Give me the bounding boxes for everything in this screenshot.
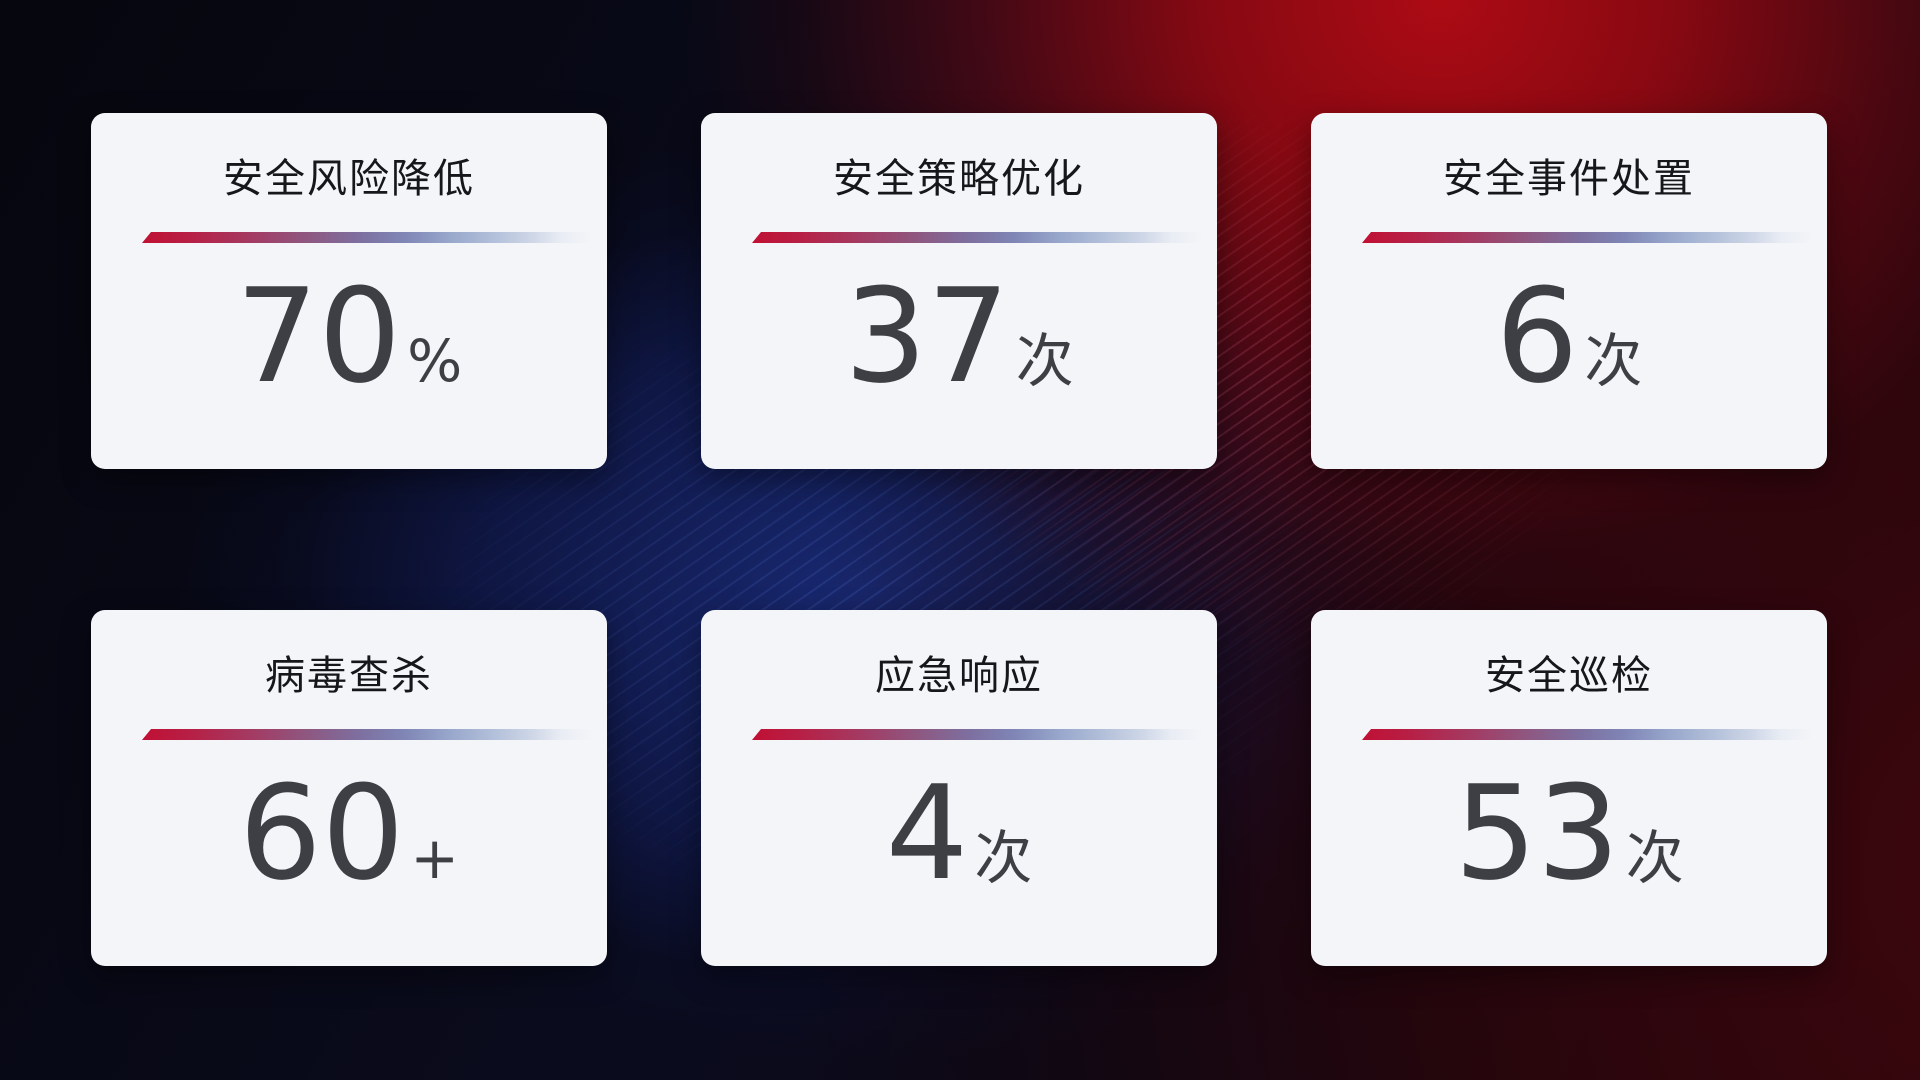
- card-title: 应急响应: [875, 653, 1043, 699]
- card-title: 安全事件处置: [1443, 156, 1695, 202]
- gradient-divider: [142, 232, 593, 243]
- card-value-row: 53 次: [1454, 768, 1683, 898]
- card-title: 安全风险降低: [223, 156, 475, 202]
- card-value: 37: [844, 260, 1010, 412]
- card-value-row: 70 %: [236, 271, 463, 401]
- card-title: 安全巡检: [1485, 653, 1653, 699]
- card-unit: +: [410, 824, 460, 892]
- card-value: 53: [1454, 757, 1620, 909]
- card-unit: 次: [1625, 824, 1684, 892]
- gradient-divider: [1362, 232, 1813, 243]
- card-unit: 次: [1015, 327, 1074, 395]
- stat-card: 安全事件处置 6 次: [1311, 113, 1827, 469]
- gradient-divider: [142, 729, 593, 740]
- card-title: 病毒查杀: [265, 653, 433, 699]
- card-value-row: 6 次: [1496, 271, 1643, 401]
- stat-card: 应急响应 4 次: [701, 610, 1217, 966]
- card-value-row: 4 次: [886, 768, 1033, 898]
- card-value-row: 37 次: [844, 271, 1073, 401]
- gradient-divider: [752, 232, 1203, 243]
- stat-card: 安全巡检 53 次: [1311, 610, 1827, 966]
- card-unit: 次: [974, 824, 1033, 892]
- card-unit: %: [407, 327, 463, 395]
- stat-card: 安全风险降低 70 %: [91, 113, 607, 469]
- gradient-divider: [752, 729, 1203, 740]
- card-title: 安全策略优化: [833, 156, 1085, 202]
- stats-grid: 安全风险降低 70 % 安全策略优化 37 次 安全事件处置 6 次 病毒查杀 …: [91, 113, 1827, 966]
- gradient-divider: [1362, 729, 1813, 740]
- card-value: 70: [235, 260, 402, 412]
- card-value-row: 60 +: [239, 768, 459, 898]
- card-unit: 次: [1584, 327, 1643, 395]
- card-value: 6: [1495, 260, 1579, 412]
- stat-card: 安全策略优化 37 次: [701, 113, 1217, 469]
- stat-card: 病毒查杀 60 +: [91, 610, 607, 966]
- card-value: 4: [885, 757, 969, 909]
- card-value: 60: [238, 757, 405, 909]
